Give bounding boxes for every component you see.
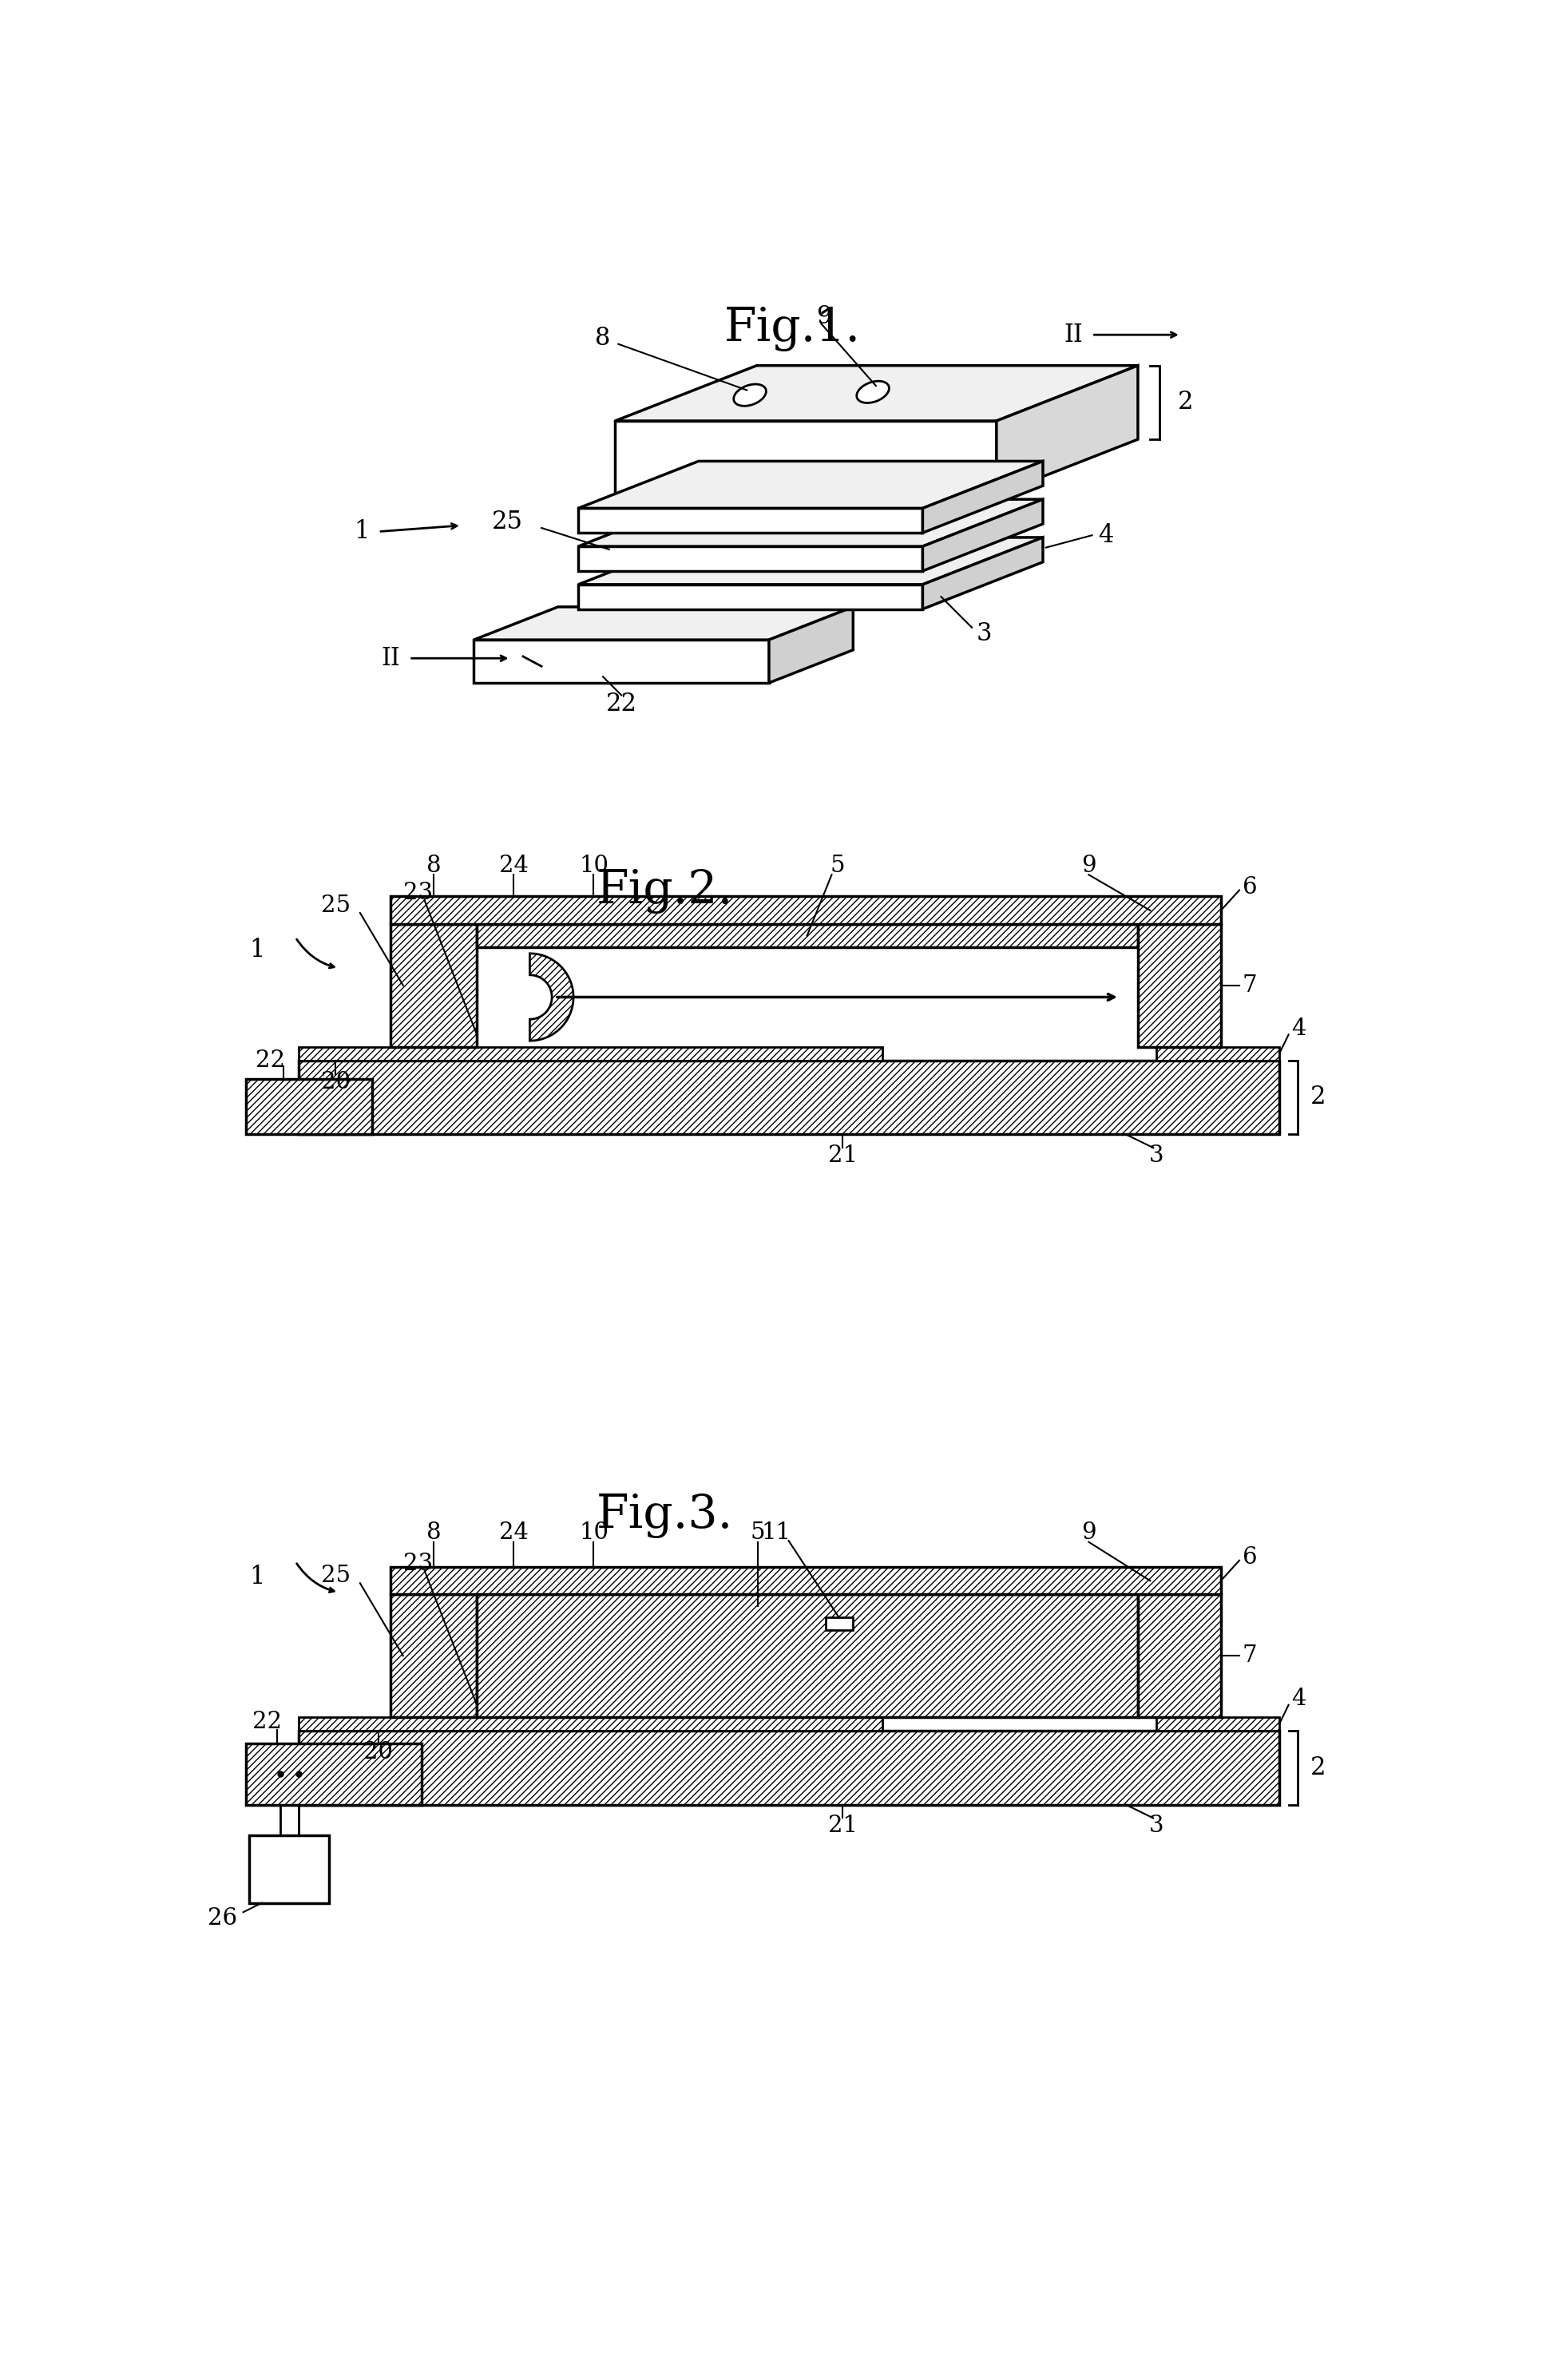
- Text: 9: 9: [1081, 854, 1096, 876]
- Text: 10: 10: [578, 854, 609, 876]
- Text: 1: 1: [249, 1564, 264, 1590]
- Polygon shape: [578, 462, 1044, 509]
- Polygon shape: [768, 607, 853, 683]
- Polygon shape: [615, 421, 997, 495]
- Text: 25: 25: [320, 1564, 351, 1587]
- Text: II: II: [380, 645, 400, 671]
- Polygon shape: [578, 509, 923, 533]
- Text: 23: 23: [404, 883, 433, 904]
- Text: 11: 11: [762, 1521, 792, 1545]
- Bar: [298, 1730, 1280, 1804]
- Polygon shape: [578, 538, 1044, 585]
- Text: Fig.2.: Fig.2.: [597, 869, 733, 914]
- Text: 3: 3: [1149, 1145, 1164, 1166]
- Text: 3: 3: [977, 621, 993, 645]
- Bar: [1156, 1718, 1280, 1730]
- Text: 8: 8: [595, 326, 611, 350]
- Text: 10: 10: [578, 1521, 609, 1545]
- Text: Fig.3.: Fig.3.: [597, 1492, 733, 1537]
- Bar: [1138, 923, 1221, 1047]
- Text: 7: 7: [1243, 973, 1257, 997]
- Text: 25: 25: [320, 895, 351, 916]
- Ellipse shape: [856, 381, 889, 402]
- Polygon shape: [578, 547, 923, 571]
- Polygon shape: [473, 640, 768, 683]
- Bar: [391, 923, 476, 1047]
- Text: 5: 5: [830, 854, 846, 876]
- Polygon shape: [530, 954, 574, 1040]
- Text: 26: 26: [207, 1906, 237, 1930]
- Bar: [246, 1078, 373, 1135]
- Text: 22: 22: [255, 1050, 284, 1071]
- Bar: [476, 923, 1138, 947]
- Text: 5: 5: [750, 1521, 765, 1545]
- Bar: [391, 1595, 476, 1718]
- Text: 1: 1: [354, 519, 369, 545]
- Text: 2: 2: [1309, 1085, 1325, 1109]
- Text: 2: 2: [1178, 390, 1194, 414]
- Text: 1: 1: [249, 938, 264, 962]
- Text: 24: 24: [499, 1521, 529, 1545]
- Text: 8: 8: [427, 854, 441, 876]
- Text: 20: 20: [320, 1071, 351, 1092]
- Bar: [1156, 1047, 1280, 1061]
- Text: 6: 6: [1243, 1547, 1257, 1568]
- Polygon shape: [578, 585, 923, 609]
- Text: 21: 21: [829, 1145, 858, 1166]
- Polygon shape: [578, 500, 1044, 547]
- Text: 22: 22: [252, 1711, 281, 1733]
- Text: 23: 23: [404, 1552, 433, 1576]
- Polygon shape: [997, 367, 1138, 495]
- Text: 4: 4: [1291, 1687, 1306, 1709]
- Text: 9: 9: [816, 305, 832, 328]
- Text: 9: 9: [1081, 1521, 1096, 1545]
- Text: 3: 3: [1149, 1816, 1164, 1837]
- Text: 8: 8: [427, 1521, 441, 1545]
- Text: 6: 6: [1243, 876, 1257, 897]
- Polygon shape: [923, 462, 1044, 533]
- Text: 4: 4: [1098, 524, 1113, 547]
- Bar: [1138, 1595, 1221, 1718]
- Text: 22: 22: [606, 693, 637, 716]
- Bar: [476, 1595, 1138, 1718]
- Polygon shape: [473, 607, 853, 640]
- Polygon shape: [923, 538, 1044, 609]
- Bar: [298, 1061, 1280, 1135]
- Polygon shape: [923, 500, 1044, 571]
- Text: 24: 24: [499, 854, 529, 876]
- Text: 2: 2: [1309, 1756, 1325, 1780]
- Bar: [246, 1742, 422, 1804]
- Bar: [391, 897, 1221, 923]
- Text: 7: 7: [1243, 1645, 1257, 1666]
- Bar: [391, 1566, 1221, 1595]
- Text: 4: 4: [1291, 1016, 1306, 1040]
- Bar: [298, 1047, 883, 1061]
- Text: 25: 25: [492, 509, 523, 533]
- Polygon shape: [615, 367, 1138, 421]
- Bar: [249, 1835, 329, 1904]
- Text: II: II: [1064, 321, 1082, 347]
- Text: 21: 21: [829, 1816, 858, 1837]
- Bar: [298, 1718, 883, 1730]
- Text: Fig.1.: Fig.1.: [724, 307, 861, 350]
- Text: 20: 20: [363, 1742, 393, 1764]
- Bar: [826, 1618, 853, 1630]
- Ellipse shape: [734, 383, 767, 407]
